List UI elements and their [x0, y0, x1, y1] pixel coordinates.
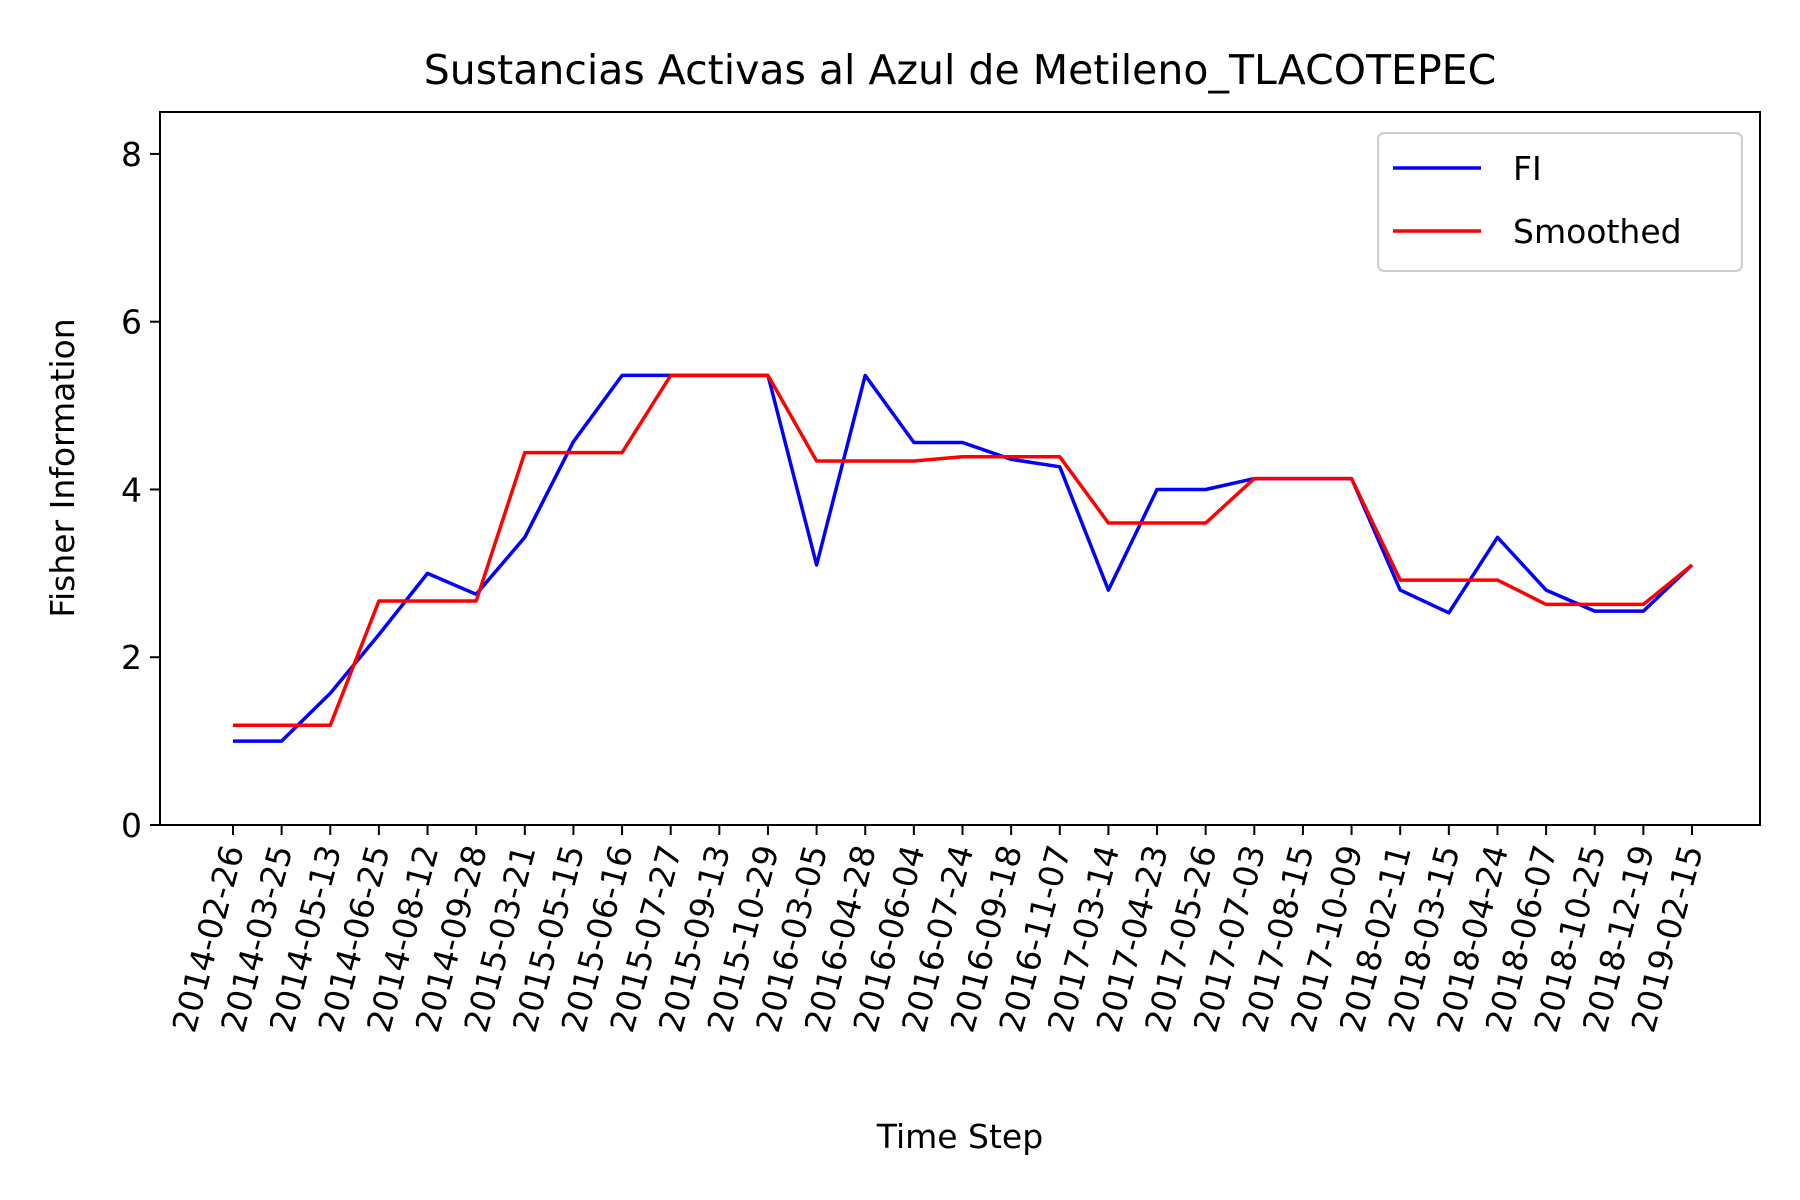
plot-frame	[159, 111, 1761, 826]
y-tick-label: 4	[121, 470, 142, 509]
y-tick-label: 2	[121, 638, 142, 677]
chart-title: Sustancias Activas al Azul de Metileno_T…	[424, 46, 1496, 94]
y-tick-label: 8	[121, 135, 142, 174]
series-line-fi	[233, 373, 1694, 743]
legend-label-fi: FI	[1513, 149, 1542, 188]
x-axis-label: Time Step	[876, 1117, 1043, 1156]
x-axis: 2014-02-262014-03-252014-05-132014-06-25…	[164, 825, 1711, 1036]
legend: FI Smoothed	[1377, 132, 1743, 272]
y-tick-label: 0	[121, 806, 142, 845]
series-layer	[233, 373, 1694, 743]
legend-label-smoothed: Smoothed	[1513, 212, 1682, 251]
y-tick-label: 6	[121, 303, 142, 342]
series-line-smoothed	[233, 373, 1694, 727]
y-axis: 0 2 4 6 8	[121, 135, 160, 845]
y-axis-label: Fisher Information	[43, 318, 82, 617]
